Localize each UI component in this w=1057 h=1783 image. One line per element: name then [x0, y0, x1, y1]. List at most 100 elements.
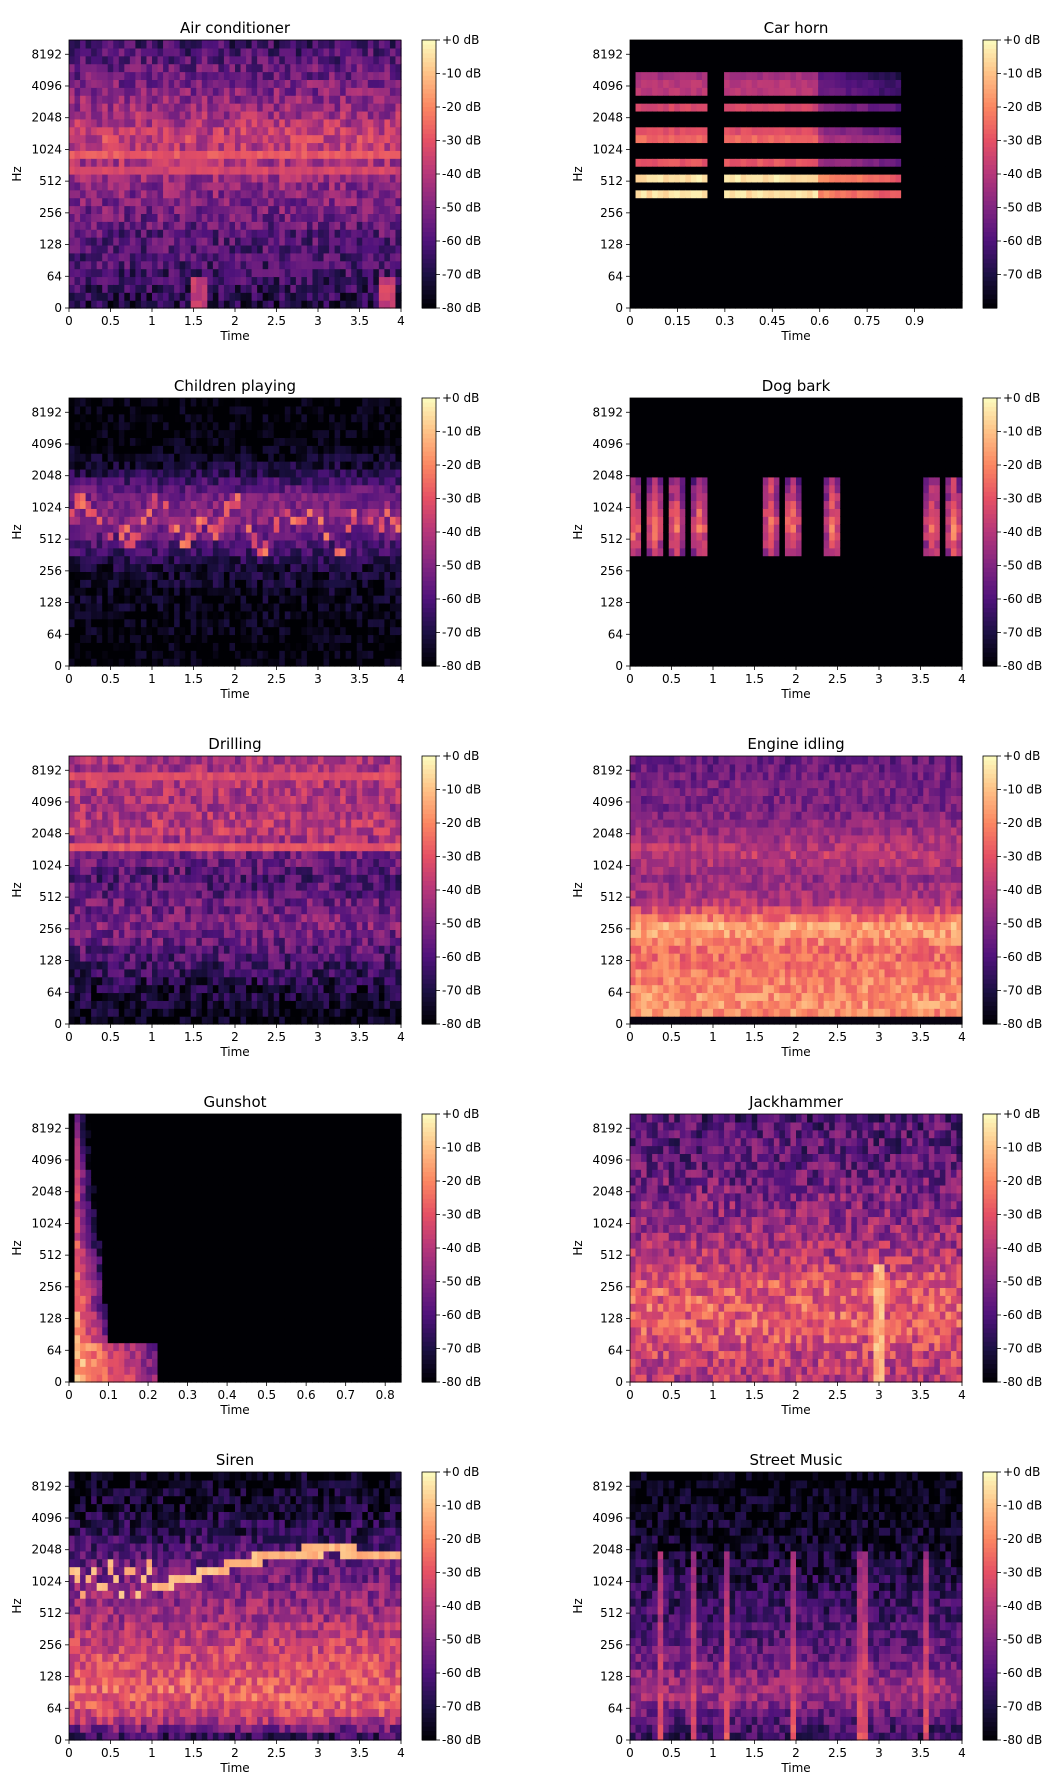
heatmap-cell [296, 64, 302, 72]
heatmap-cell [774, 213, 780, 221]
heatmap-cell [285, 190, 291, 198]
heatmap-cell [730, 174, 736, 182]
heatmap-cell [80, 445, 86, 453]
heatmap-cell [790, 64, 796, 72]
heatmap-cell [719, 198, 725, 206]
heatmap-cell [340, 40, 346, 48]
heatmap-cell [152, 634, 158, 642]
heatmap-cell [663, 87, 669, 95]
heatmap-cell [901, 261, 907, 269]
heatmap-cell [752, 198, 758, 206]
heatmap-cell [318, 119, 324, 127]
heatmap-cell [835, 253, 841, 261]
heatmap-cell [135, 142, 141, 150]
heatmap-cell [141, 627, 147, 635]
heatmap-cell [669, 111, 675, 119]
heatmap-cell [840, 95, 846, 103]
heatmap-cell [97, 245, 103, 253]
heatmap-cell [735, 198, 741, 206]
heatmap-cell [912, 158, 918, 166]
heatmap-cell [185, 119, 191, 127]
heatmap-cell [180, 300, 186, 308]
heatmap-cell [951, 269, 957, 277]
heatmap-cell [218, 182, 224, 190]
heatmap-cell [702, 158, 708, 166]
heatmap-cell [384, 87, 390, 95]
heatmap-cell [373, 213, 379, 221]
heatmap-cell [75, 87, 81, 95]
heatmap-cell [658, 198, 664, 206]
heatmap-cell [763, 261, 769, 269]
heatmap-cell [340, 292, 346, 300]
heatmap-cell [696, 40, 702, 48]
heatmap-cell [741, 56, 747, 64]
heatmap-cell [351, 198, 357, 206]
heatmap-cell [669, 72, 675, 80]
heatmap-cell [846, 206, 852, 214]
heatmap-cell [384, 261, 390, 269]
heatmap-cell [951, 198, 957, 206]
heatmap-cell [945, 64, 951, 72]
heatmap-cell [69, 619, 75, 627]
heatmap-cell [152, 493, 158, 501]
heatmap-cell [790, 292, 796, 300]
heatmap-cell [235, 253, 241, 261]
heatmap-cell [818, 119, 824, 127]
heatmap-cell [69, 213, 75, 221]
heatmap-cell [934, 245, 940, 253]
heatmap-cell [174, 430, 180, 438]
heatmap-cell [934, 150, 940, 158]
heatmap-cell [658, 269, 664, 277]
heatmap-cell [940, 206, 946, 214]
heatmap-cell [124, 564, 130, 572]
heatmap-cell [896, 40, 902, 48]
heatmap-cell [119, 469, 125, 477]
heatmap-cell [746, 158, 752, 166]
heatmap-cell [146, 87, 152, 95]
heatmap-cell [768, 64, 774, 72]
heatmap-cell [97, 485, 103, 493]
heatmap-cell [301, 190, 307, 198]
heatmap-cell [384, 111, 390, 119]
heatmap-cell [97, 430, 103, 438]
heatmap-cell [75, 253, 81, 261]
heatmap-cell [940, 174, 946, 182]
heatmap-cell [652, 119, 658, 127]
heatmap-cell [86, 64, 92, 72]
heatmap-cell [191, 87, 197, 95]
heatmap-cell [135, 430, 141, 438]
heatmap-cell [152, 508, 158, 516]
heatmap-cell [257, 127, 263, 135]
heatmap-cell [141, 269, 147, 277]
heatmap-cell [113, 540, 119, 548]
heatmap-cell [180, 40, 186, 48]
heatmap-cell [813, 79, 819, 87]
heatmap-cell [680, 300, 686, 308]
heatmap-cell [818, 79, 824, 87]
heatmap-cell [146, 276, 152, 284]
heatmap-cell [268, 40, 274, 48]
heatmap-cell [163, 56, 169, 64]
heatmap-cell [840, 229, 846, 237]
heatmap-cell [885, 261, 891, 269]
heatmap-cell [901, 190, 907, 198]
heatmap-cell [80, 556, 86, 564]
heatmap-cell [647, 292, 653, 300]
heatmap-cell [124, 500, 130, 508]
heatmap-cell [75, 508, 81, 516]
heatmap-cell [746, 206, 752, 214]
heatmap-cell [652, 127, 658, 135]
heatmap-cell [735, 135, 741, 143]
heatmap-cell [873, 221, 879, 229]
heatmap-cell [951, 206, 957, 214]
heatmap-cell [307, 276, 313, 284]
heatmap-cell [696, 198, 702, 206]
heatmap-cell [379, 64, 385, 72]
heatmap-cell [252, 127, 258, 135]
heatmap-cell [696, 119, 702, 127]
heatmap-cell [368, 269, 374, 277]
heatmap-cell [685, 261, 691, 269]
heatmap-cell [185, 166, 191, 174]
heatmap-cell [857, 221, 863, 229]
heatmap-cell [69, 245, 75, 253]
